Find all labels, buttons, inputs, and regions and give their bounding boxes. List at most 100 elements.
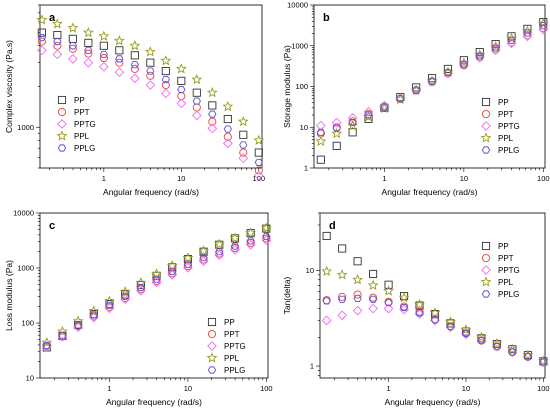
data-point xyxy=(522,25,533,36)
legend-entry: PPL xyxy=(74,132,90,141)
data-point xyxy=(262,232,271,241)
data-point xyxy=(475,48,484,57)
data-point xyxy=(348,119,357,127)
data-point xyxy=(199,254,208,262)
data-point xyxy=(430,310,440,319)
data-point xyxy=(522,349,534,360)
data-point xyxy=(443,64,453,73)
data-point xyxy=(368,303,378,314)
data-point xyxy=(51,18,63,29)
data-point xyxy=(254,158,263,166)
data-point xyxy=(246,238,255,248)
data-point xyxy=(506,32,517,44)
legend-marker xyxy=(481,109,491,119)
data-point xyxy=(446,319,455,328)
data-point xyxy=(508,348,517,356)
data-point xyxy=(42,341,51,350)
data-point xyxy=(412,86,421,94)
data-point xyxy=(315,135,327,146)
data-point xyxy=(458,57,470,68)
data-point xyxy=(135,277,147,288)
data-point xyxy=(316,155,325,164)
data-point xyxy=(474,52,485,63)
data-point xyxy=(68,34,77,43)
data-point xyxy=(213,238,225,249)
data-point xyxy=(146,67,155,75)
data-point xyxy=(161,76,170,84)
data-point xyxy=(253,134,265,145)
data-point xyxy=(427,77,437,85)
data-point xyxy=(208,110,217,118)
legend-entry: PPLG xyxy=(74,144,95,153)
data-point xyxy=(507,343,518,354)
data-point xyxy=(121,290,130,299)
series-pplg xyxy=(322,294,548,366)
data-point xyxy=(229,232,241,243)
legend-entry: PPTG xyxy=(498,266,520,275)
data-point xyxy=(537,355,549,366)
data-point xyxy=(237,115,249,127)
data-point xyxy=(491,40,500,49)
data-point xyxy=(332,124,341,132)
y-axis-label: Loss modulus (Pa) xyxy=(4,260,14,331)
data-point xyxy=(115,58,124,67)
x-axis-label: Angular frequency (rad/s) xyxy=(106,397,202,407)
data-point xyxy=(396,95,405,103)
legend: PP PPT PPTG PPL PPLG xyxy=(480,97,520,155)
data-point xyxy=(367,279,379,290)
data-point xyxy=(491,44,500,52)
data-point xyxy=(474,49,486,60)
data-point xyxy=(368,295,378,303)
legend-marker xyxy=(56,130,68,141)
legend-entry: PPT xyxy=(74,108,90,117)
legend-marker xyxy=(207,317,217,327)
data-point xyxy=(245,239,256,250)
data-point xyxy=(37,45,47,56)
data-point xyxy=(129,73,140,84)
data-point xyxy=(136,285,145,294)
data-point xyxy=(98,61,109,72)
data-point xyxy=(384,299,393,307)
data-point xyxy=(507,36,516,45)
legend-entry: PPL xyxy=(498,134,514,143)
plot-frame xyxy=(313,4,546,169)
data-point xyxy=(461,329,471,337)
data-point xyxy=(352,274,364,285)
legend-marker xyxy=(207,341,217,351)
x-tick-label: 1 xyxy=(386,384,390,393)
data-point xyxy=(245,227,257,238)
data-point xyxy=(222,100,234,112)
y-tick-label: 1 xyxy=(310,362,314,371)
x-tick-label: 10 xyxy=(462,384,470,393)
legend-entry: PP xyxy=(224,318,235,327)
data-point xyxy=(84,38,93,47)
data-point xyxy=(338,292,347,301)
series-pptg xyxy=(37,45,264,181)
data-point xyxy=(412,83,421,92)
x-tick-label: 100 xyxy=(537,174,550,183)
data-point xyxy=(322,297,331,305)
y-tick-label: 1000 xyxy=(291,41,308,50)
data-point xyxy=(398,291,410,303)
y-tick-label: 10000 xyxy=(287,1,308,10)
data-point xyxy=(353,257,362,266)
legend-marker xyxy=(481,241,491,251)
data-point xyxy=(208,101,217,110)
legend-entry: PPTG xyxy=(498,122,520,131)
legend-marker xyxy=(481,290,491,298)
data-point xyxy=(177,76,186,85)
data-point xyxy=(223,114,232,124)
panel-label: a xyxy=(49,12,56,24)
data-point xyxy=(262,234,271,243)
data-point xyxy=(338,295,347,303)
legend-entry: PPTG xyxy=(224,342,246,351)
data-point xyxy=(459,60,468,68)
data-point xyxy=(104,295,115,306)
data-point xyxy=(88,305,100,316)
y-tick-label: 100 xyxy=(21,319,34,328)
data-point xyxy=(58,331,67,339)
data-point xyxy=(262,224,271,233)
data-point xyxy=(415,309,424,317)
data-point xyxy=(114,67,125,78)
series-ppt xyxy=(37,37,263,175)
